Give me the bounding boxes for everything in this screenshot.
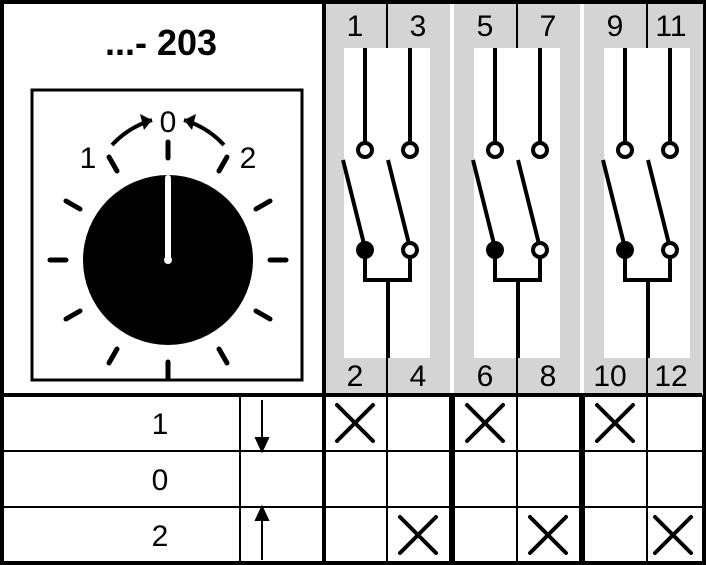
row-2: 2 <box>152 520 169 553</box>
term-6: 6 <box>477 360 494 393</box>
diagram-svg: ...- 203 0 1 2 <box>0 0 706 565</box>
switch-diagram: ...- 203 0 1 2 <box>0 0 706 565</box>
term-3: 3 <box>410 10 427 43</box>
dial-pos-0: 0 <box>160 106 177 139</box>
dial-pos-1: 1 <box>80 142 97 175</box>
term-2: 2 <box>347 360 364 393</box>
row-1: 1 <box>152 408 169 441</box>
x-r1-c5 <box>597 405 633 441</box>
term-4: 4 <box>410 360 427 393</box>
x-r1-c3 <box>467 405 503 441</box>
x-r1-c1 <box>337 405 373 441</box>
row-labels: 1 0 2 <box>152 408 169 553</box>
row-spring-arrows <box>256 400 268 560</box>
term-8: 8 <box>540 360 557 393</box>
term-11: 11 <box>655 10 686 43</box>
x-r3-c4 <box>530 517 566 553</box>
pair-gap-2 <box>580 4 584 395</box>
x-r3-c2 <box>400 517 436 553</box>
dial-pos-2: 2 <box>240 142 257 175</box>
term-5: 5 <box>477 10 494 43</box>
dial-center-dot <box>164 256 172 264</box>
pair-gap-1 <box>450 4 454 395</box>
x-marks <box>337 405 691 553</box>
term-12: 12 <box>654 360 687 393</box>
row-0: 0 <box>152 464 169 497</box>
term-1: 1 <box>347 10 364 43</box>
term-10: 10 <box>593 360 626 393</box>
term-9: 9 <box>607 10 624 43</box>
x-r3-c6 <box>655 517 691 553</box>
title-text: ...- 203 <box>105 22 217 63</box>
term-7: 7 <box>540 10 557 43</box>
